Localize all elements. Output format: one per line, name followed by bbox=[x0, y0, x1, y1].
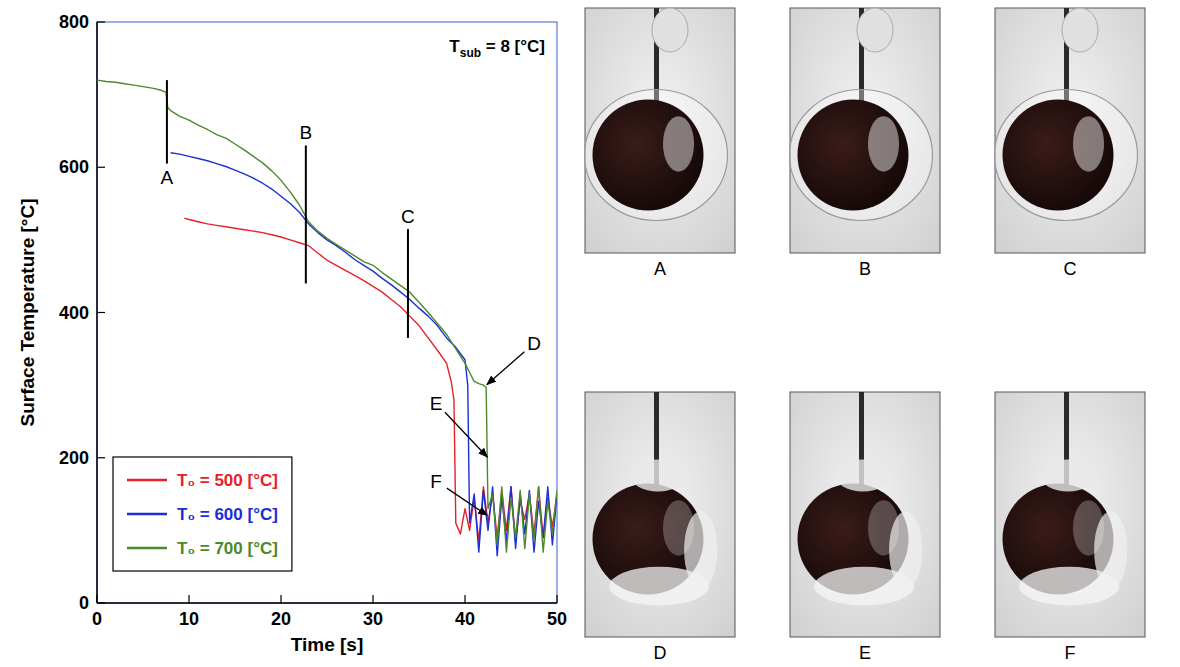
photo: E bbox=[790, 392, 940, 663]
x-axis-title: Time [s] bbox=[291, 634, 364, 655]
x-tick-label: 30 bbox=[363, 609, 383, 629]
photo-sphere bbox=[1003, 100, 1114, 211]
marker-line bbox=[407, 229, 409, 338]
annotation: Tsub = 8 [°C] bbox=[449, 37, 545, 60]
photo-label: F bbox=[1065, 643, 1076, 663]
x-tick-label: 20 bbox=[271, 609, 291, 629]
y-tick bbox=[97, 602, 105, 603]
photo: C bbox=[995, 8, 1146, 279]
x-tick bbox=[188, 595, 189, 603]
y-tick bbox=[97, 457, 105, 458]
marker-label: A bbox=[161, 167, 174, 188]
photo-vapor-film bbox=[790, 90, 933, 221]
y-tick-label: 400 bbox=[59, 303, 89, 323]
legend-swatch bbox=[127, 547, 167, 550]
photo-frame bbox=[585, 8, 735, 253]
photo-vapor-film bbox=[585, 90, 728, 221]
y-tick-label: 800 bbox=[59, 12, 89, 32]
photo: F bbox=[995, 392, 1145, 663]
photo-boiling bbox=[1094, 511, 1127, 589]
figure: 0 10 20 30 40 50 0 200 400 600 800 Time [s] Surface … bbox=[0, 0, 1180, 667]
photo-boiling bbox=[684, 511, 717, 589]
y-axis-title: Surface Temperature [°C] bbox=[17, 199, 38, 427]
annotation-subscript: sub bbox=[460, 46, 481, 60]
photo-label: A bbox=[654, 259, 666, 279]
photo-label: D bbox=[654, 643, 667, 663]
y-tick-label: 0 bbox=[79, 593, 89, 613]
y-tick-label: 600 bbox=[59, 157, 89, 177]
marker-line bbox=[166, 80, 168, 164]
legend-swatch bbox=[127, 479, 167, 482]
photo-boiling bbox=[889, 511, 922, 589]
photo-label: C bbox=[1064, 259, 1077, 279]
annotation-text: T bbox=[449, 37, 460, 56]
photo-highlight bbox=[868, 116, 899, 172]
photo-vapor-plume bbox=[652, 8, 688, 52]
photo-frame bbox=[995, 392, 1145, 637]
pointer-label: E bbox=[430, 393, 443, 414]
legend-box bbox=[113, 457, 292, 571]
x-tick bbox=[280, 595, 281, 603]
x-axis-line bbox=[97, 602, 557, 604]
photo: A bbox=[585, 8, 736, 279]
photo: B bbox=[790, 8, 941, 279]
photo-frame bbox=[790, 8, 940, 253]
photo-vapor-plume bbox=[1062, 8, 1098, 52]
annotation-suffix: = 8 [°C] bbox=[481, 37, 545, 56]
photo-frame bbox=[585, 392, 735, 637]
photo-boiling bbox=[835, 460, 891, 492]
marker-label: C bbox=[401, 206, 415, 227]
pointer-label: D bbox=[527, 333, 541, 354]
pointer-label: F bbox=[430, 471, 442, 492]
photo-label: B bbox=[859, 259, 871, 279]
y-tick bbox=[97, 312, 105, 313]
photo-sphere bbox=[593, 100, 704, 211]
photo-sphere bbox=[798, 100, 909, 211]
pointer-arrow bbox=[447, 488, 487, 515]
y-tick-label: 200 bbox=[59, 448, 89, 468]
photo-highlight bbox=[1073, 116, 1104, 172]
photo-frame bbox=[995, 8, 1145, 253]
legend-label: T₀ = 700 [°C] bbox=[177, 539, 278, 558]
x-tick bbox=[372, 595, 373, 603]
x-tick bbox=[556, 595, 557, 603]
y-tick bbox=[97, 21, 105, 22]
x-tick-label: 10 bbox=[179, 609, 199, 629]
x-tick-label: 50 bbox=[547, 609, 567, 629]
x-tick bbox=[96, 595, 97, 603]
photo-vapor-film bbox=[995, 90, 1138, 221]
photo-boiling bbox=[630, 460, 686, 492]
x-tick bbox=[464, 595, 465, 603]
pointer-arrow bbox=[445, 412, 487, 457]
photo: D bbox=[585, 392, 735, 663]
photo-vapor-plume bbox=[857, 8, 893, 52]
legend-swatch bbox=[127, 513, 167, 516]
legend: T₀ = 500 [°C] T₀ = 600 [°C] T₀ = 700 [°C] bbox=[113, 457, 292, 571]
photo-boiling bbox=[1040, 460, 1096, 492]
x-tick-label: 0 bbox=[92, 609, 102, 629]
photo-highlight bbox=[663, 116, 694, 172]
y-tick bbox=[97, 167, 105, 168]
pointer-arrow bbox=[487, 352, 524, 385]
plot-frame bbox=[97, 22, 557, 603]
marker-line bbox=[305, 145, 307, 283]
photo-label: E bbox=[859, 643, 871, 663]
photo-frame bbox=[790, 392, 940, 637]
legend-label: T₀ = 500 [°C] bbox=[177, 471, 278, 490]
marker-label: B bbox=[299, 122, 312, 143]
legend-label: T₀ = 600 [°C] bbox=[177, 505, 278, 524]
x-tick-label: 40 bbox=[455, 609, 475, 629]
